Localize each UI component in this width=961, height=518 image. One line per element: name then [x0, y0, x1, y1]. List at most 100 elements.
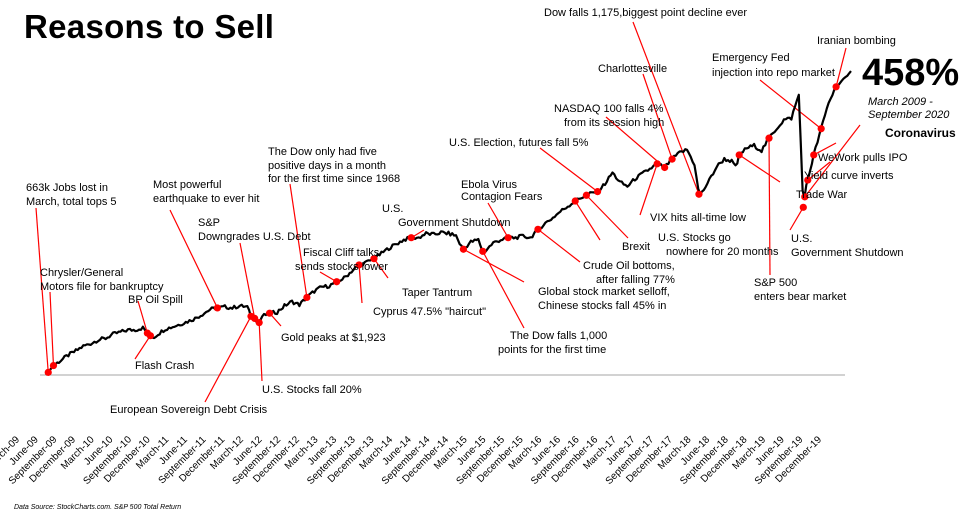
event-marker: [801, 193, 809, 201]
event-leader-line: [537, 228, 581, 263]
event-leader-line: [639, 163, 658, 216]
event-label: NASDAQ 100 falls 4% from its session high: [554, 103, 664, 129]
sp500-series-line: [45, 70, 852, 376]
event-label: Global stock market selloff, Chinese stoc…: [538, 286, 670, 312]
x-axis-ticks: March-09June-09September-09December-09Ma…: [0, 434, 824, 487]
event-marker: [817, 125, 825, 133]
event-label: U.S. Government Shutdown: [791, 233, 904, 259]
event-label: 663k Jobs lost in March, total tops 5: [26, 182, 117, 208]
event-marker: [799, 203, 807, 211]
event-label: WeWork pulls IPO: [818, 152, 908, 164]
event-leader-line: [759, 79, 822, 130]
event-marker: [44, 368, 52, 376]
event-leader-line: [137, 300, 148, 334]
event-label: Ebola Virus Contagion Fears: [461, 179, 543, 203]
event-leader-line: [289, 183, 308, 298]
event-label: Dow falls 1,175,biggest point decline ev…: [544, 7, 747, 19]
event-marker: [810, 151, 818, 159]
event-marker: [266, 309, 274, 317]
event-marker: [832, 83, 840, 91]
event-marker: [653, 160, 661, 168]
event-leader-line: [134, 335, 151, 360]
event-leader-line: [768, 138, 771, 276]
event-label: Flash Crash: [135, 360, 194, 372]
event-leader-line: [813, 142, 837, 156]
event-label: S&P 500 enters bear market: [754, 277, 846, 303]
event-label: Yield curve inverts: [804, 170, 894, 182]
event-label: Charlottesville: [598, 63, 667, 75]
event-label: Emergency Fed injection into repo market: [712, 52, 835, 79]
event-leader-line: [835, 47, 847, 87]
event-label: The Dow falls 1,000 points for the first …: [498, 330, 607, 356]
event-leader-line: [258, 322, 263, 382]
event-label: BP Oil Spill: [128, 294, 183, 306]
chart-title: Reasons to Sell: [24, 8, 275, 45]
event-marker: [735, 151, 743, 159]
event-label: Cyprus 47.5% "haircut": [373, 306, 486, 318]
event-leader-line: [204, 316, 252, 403]
event-marker: [804, 176, 812, 184]
event-label: Iranian bombing: [817, 35, 896, 47]
event-label: Chrysler/General Motors file for bankrupt…: [40, 267, 164, 293]
event-markers: [44, 83, 840, 376]
event-label: European Sovereign Debt Crisis: [110, 404, 268, 416]
event-marker: [333, 278, 341, 286]
event-leader-line: [585, 194, 629, 239]
event-marker: [593, 188, 602, 196]
event-leader-line: [463, 248, 525, 283]
event-label: Taper Tantrum: [402, 287, 472, 299]
event-marker: [213, 304, 222, 312]
event-leader-line: [804, 124, 861, 198]
event-marker: [303, 293, 311, 302]
event-marker: [668, 155, 676, 163]
event-label: Most powerful earthquake to ever hit: [153, 179, 259, 205]
event-label: The Dow only had five positive days in a …: [268, 146, 400, 185]
event-marker: [661, 163, 669, 172]
event-label: Gold peaks at $1,923: [281, 332, 386, 344]
event-marker: [407, 234, 415, 242]
event-marker: [571, 197, 579, 205]
event-label: Fiscal Cliff talks sends stocks lower: [295, 247, 388, 273]
event-label: Coronavirus: [885, 126, 956, 140]
event-leader-line: [605, 116, 666, 168]
event-label: U.S. Government Shutdown: [382, 203, 511, 229]
event-marker: [534, 225, 542, 233]
event-leader-line: [487, 202, 509, 239]
event-marker: [504, 234, 512, 242]
event-leader-line: [574, 200, 601, 241]
price-line-layer: [45, 70, 852, 376]
event-leader-line: [239, 242, 256, 319]
event-marker: [765, 134, 773, 142]
event-marker: [255, 319, 263, 327]
event-label: U.S. Election, futures fall 5%: [449, 137, 589, 149]
event-marker: [49, 361, 58, 370]
event-labels: 663k Jobs lost in March, total tops 5 Chry…: [26, 7, 956, 416]
event-leader-line: [169, 209, 218, 309]
event-label: S&P Downgrades U.S. Debt: [198, 217, 311, 243]
event-label: Brexit: [622, 241, 650, 253]
event-label: U.S. Stocks fall 20%: [262, 384, 362, 396]
data-source-note: Data Source: StockCharts.com. S&P 500 To…: [14, 504, 182, 511]
event-leader-line: [789, 207, 804, 231]
event-label: Trade War: [796, 189, 847, 201]
event-leader-line: [35, 207, 49, 373]
event-label: VIX hits all-time low: [650, 212, 746, 224]
event-leader-line: [642, 73, 673, 160]
event-marker: [355, 261, 363, 269]
event-marker: [479, 247, 487, 255]
total-return-value: 458%: [862, 52, 960, 94]
event-marker: [459, 245, 468, 253]
event-marker: [582, 191, 590, 199]
event-marker: [146, 332, 154, 340]
event-label: U.S. Stocks go nowhere for 20 months: [658, 232, 779, 258]
event-leader-line: [358, 264, 363, 304]
event-marker: [695, 190, 703, 198]
event-leader-line: [632, 21, 700, 195]
event-leader-line: [807, 161, 831, 181]
return-period-label: March 2009 - September 2020: [868, 96, 950, 121]
event-marker: [370, 255, 378, 263]
event-leader-line: [373, 258, 389, 279]
event-leader-line: [738, 154, 781, 183]
event-label: Crude Oil bottoms, after falling 77%: [583, 260, 675, 286]
